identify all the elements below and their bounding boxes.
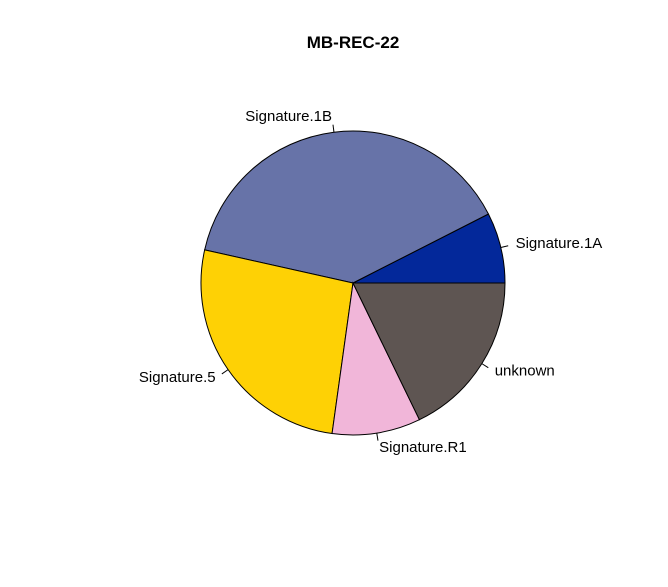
chart-title: MB-REC-22 xyxy=(307,33,400,52)
pie-slice-unknown xyxy=(352,282,506,421)
pie-tick-signature-r1 xyxy=(376,433,379,441)
pie-label-signature-5: Signature.5 xyxy=(139,369,216,386)
pie-label-unknown: unknown xyxy=(495,363,555,380)
pie-label-signature-1a: Signature.1A xyxy=(516,235,603,252)
pie-label-signature-1b: Signature.1B xyxy=(245,108,332,125)
pie-slice-signature-5 xyxy=(200,249,354,435)
pie-tick-unknown xyxy=(481,363,489,369)
pie-label-ticks xyxy=(221,124,509,441)
pie-slices xyxy=(200,130,506,436)
pie-slice-signature-1b xyxy=(204,130,490,284)
pie-tick-signature-5 xyxy=(221,369,229,375)
pie-label-signature-r1: Signature.R1 xyxy=(379,439,467,456)
pie-tick-signature-1b xyxy=(332,124,335,133)
pie-labels: Signature.1A Signature.1B Signature.5 Signa… xyxy=(139,108,602,456)
pie-slice-signature-r1 xyxy=(331,281,421,436)
pie-tick-signature-1a xyxy=(500,245,509,249)
